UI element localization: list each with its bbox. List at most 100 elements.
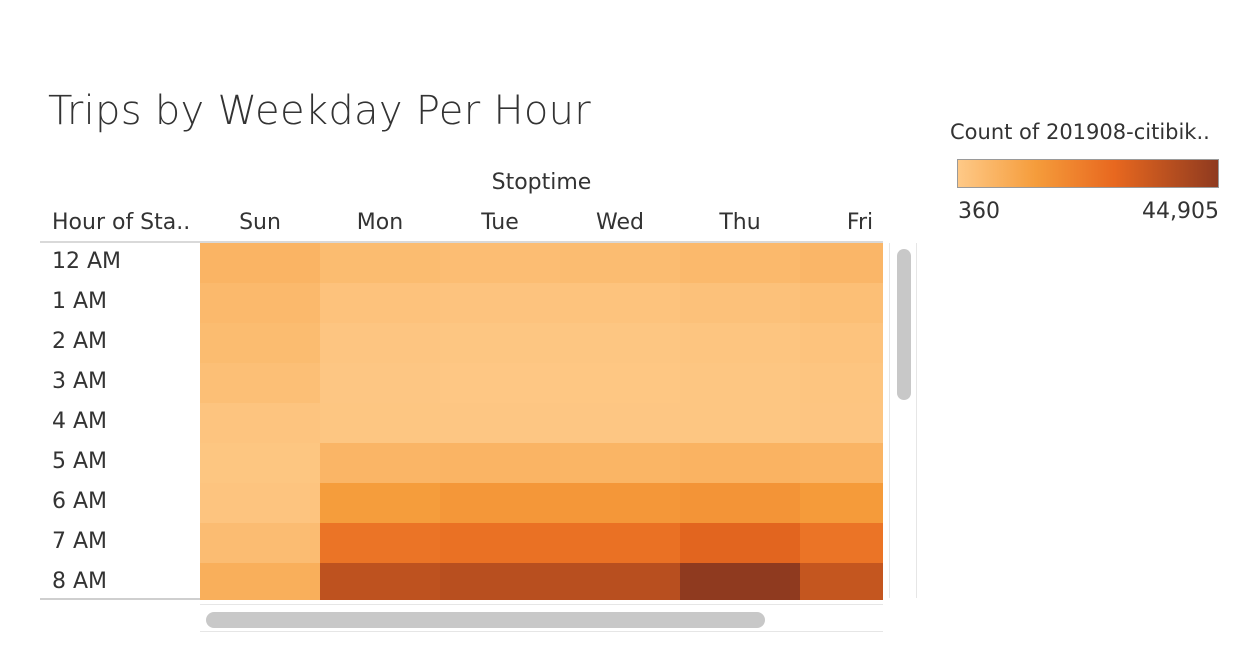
row-label: 7 AM (52, 529, 108, 554)
color-legend-min-label: 360 (958, 199, 1000, 224)
heatmap-cell[interactable] (200, 363, 320, 403)
row-header-title: Hour of Sta.. (52, 210, 191, 235)
row-label: 8 AM (52, 569, 108, 594)
heatmap-cell[interactable] (440, 523, 560, 563)
row-label: 1 AM (52, 289, 108, 314)
heatmap-cell[interactable] (680, 363, 800, 403)
heatmap-row-cells (200, 483, 883, 523)
heatmap-cell[interactable] (440, 563, 560, 600)
vertical-scrollbar-thumb[interactable] (897, 249, 911, 400)
header-divider (40, 241, 883, 243)
row-label: 4 AM (52, 409, 108, 434)
heatmap-cell[interactable] (680, 243, 800, 283)
heatmap-row: 12 AM (40, 243, 883, 283)
heatmap-cell[interactable] (560, 363, 680, 403)
heatmap-row: 6 AM (40, 483, 883, 523)
row-label: 6 AM (52, 489, 108, 514)
heatmap-cell[interactable] (680, 443, 800, 483)
heatmap-cell[interactable] (320, 323, 440, 363)
column-axis-title: Stoptime (491, 170, 592, 195)
heatmap-cell[interactable] (800, 563, 883, 600)
heatmap-row: 1 AM (40, 283, 883, 323)
column-label: Tue (481, 210, 519, 235)
heatmap-cell[interactable] (560, 323, 680, 363)
heatmap-cell[interactable] (320, 403, 440, 443)
heatmap-cell[interactable] (800, 403, 883, 443)
heatmap-cell[interactable] (440, 483, 560, 523)
heatmap-cell[interactable] (680, 403, 800, 443)
heatmap-cell[interactable] (800, 323, 883, 363)
heatmap-cell[interactable] (680, 523, 800, 563)
row-header-bottom-divider (40, 598, 200, 600)
heatmap-row-cells (200, 443, 883, 483)
heatmap-cell[interactable] (200, 443, 320, 483)
heatmap-cell[interactable] (560, 403, 680, 443)
heatmap-cell[interactable] (440, 283, 560, 323)
heatmap-cell[interactable] (560, 523, 680, 563)
column-label: Mon (356, 210, 404, 235)
column-labels: Sun Mon Tue Wed Thu Fri (200, 210, 883, 240)
heatmap-grid: 12 AM 1 AM 2 AM 3 AM 4 AM 5 AM 6 AM 7 AM 8 AM (40, 243, 883, 600)
row-label: 12 AM (52, 249, 122, 274)
heatmap-row: 5 AM (40, 443, 883, 483)
heatmap-row: 4 AM (40, 403, 883, 443)
heatmap-cell[interactable] (800, 283, 883, 323)
heatmap-cell[interactable] (560, 283, 680, 323)
heatmap-row-cells (200, 403, 883, 443)
heatmap-cell[interactable] (320, 563, 440, 600)
heatmap-cell[interactable] (560, 563, 680, 600)
heatmap-cell[interactable] (200, 283, 320, 323)
heatmap-cell[interactable] (200, 323, 320, 363)
heatmap-cell[interactable] (560, 483, 680, 523)
heatmap-cell[interactable] (800, 443, 883, 483)
heatmap-cell[interactable] (200, 483, 320, 523)
column-label: Wed (596, 210, 644, 235)
column-label: Fri (846, 210, 874, 235)
chart-title: Trips by Weekday Per Hour (48, 88, 592, 134)
heatmap-row-cells (200, 563, 883, 600)
heatmap-cell[interactable] (800, 523, 883, 563)
heatmap-cell[interactable] (200, 243, 320, 283)
heatmap-cell[interactable] (440, 323, 560, 363)
column-label: Sun (239, 210, 281, 235)
heatmap-row-cells (200, 243, 883, 283)
heatmap-cell[interactable] (440, 243, 560, 283)
heatmap-cell[interactable] (680, 563, 800, 600)
heatmap-row-cells (200, 523, 883, 563)
horizontal-scrollbar-thumb[interactable] (206, 612, 765, 628)
row-label: 3 AM (52, 369, 108, 394)
heatmap-cell[interactable] (320, 523, 440, 563)
heatmap-cell[interactable] (320, 483, 440, 523)
color-legend-title: Count of 201908-citibik.. (950, 120, 1210, 144)
heatmap-row-cells (200, 323, 883, 363)
heatmap-cell[interactable] (320, 243, 440, 283)
heatmap-row: 2 AM (40, 323, 883, 363)
heatmap-cell[interactable] (200, 403, 320, 443)
heatmap-cell[interactable] (560, 243, 680, 283)
heatmap-cell[interactable] (320, 283, 440, 323)
row-label: 2 AM (52, 329, 108, 354)
row-label: 5 AM (52, 449, 108, 474)
column-label: Thu (719, 210, 761, 235)
heatmap-cell[interactable] (440, 443, 560, 483)
color-legend-max-label: 44,905 (1142, 199, 1219, 224)
heatmap-row-cells (200, 363, 883, 403)
heatmap-cell[interactable] (800, 243, 883, 283)
heatmap-cell[interactable] (440, 363, 560, 403)
color-legend-gradient (957, 159, 1219, 188)
heatmap-cell[interactable] (320, 363, 440, 403)
heatmap-row-cells (200, 283, 883, 323)
heatmap-cell[interactable] (560, 443, 680, 483)
heatmap-cell[interactable] (680, 283, 800, 323)
heatmap-row: 3 AM (40, 363, 883, 403)
heatmap-row: 8 AM (40, 563, 883, 600)
heatmap-cell[interactable] (680, 323, 800, 363)
heatmap-cell[interactable] (440, 403, 560, 443)
heatmap-cell[interactable] (800, 483, 883, 523)
heatmap-cell[interactable] (200, 523, 320, 563)
heatmap-row: 7 AM (40, 523, 883, 563)
heatmap-cell[interactable] (200, 563, 320, 600)
heatmap-cell[interactable] (800, 363, 883, 403)
heatmap-cell[interactable] (680, 483, 800, 523)
heatmap-cell[interactable] (320, 443, 440, 483)
